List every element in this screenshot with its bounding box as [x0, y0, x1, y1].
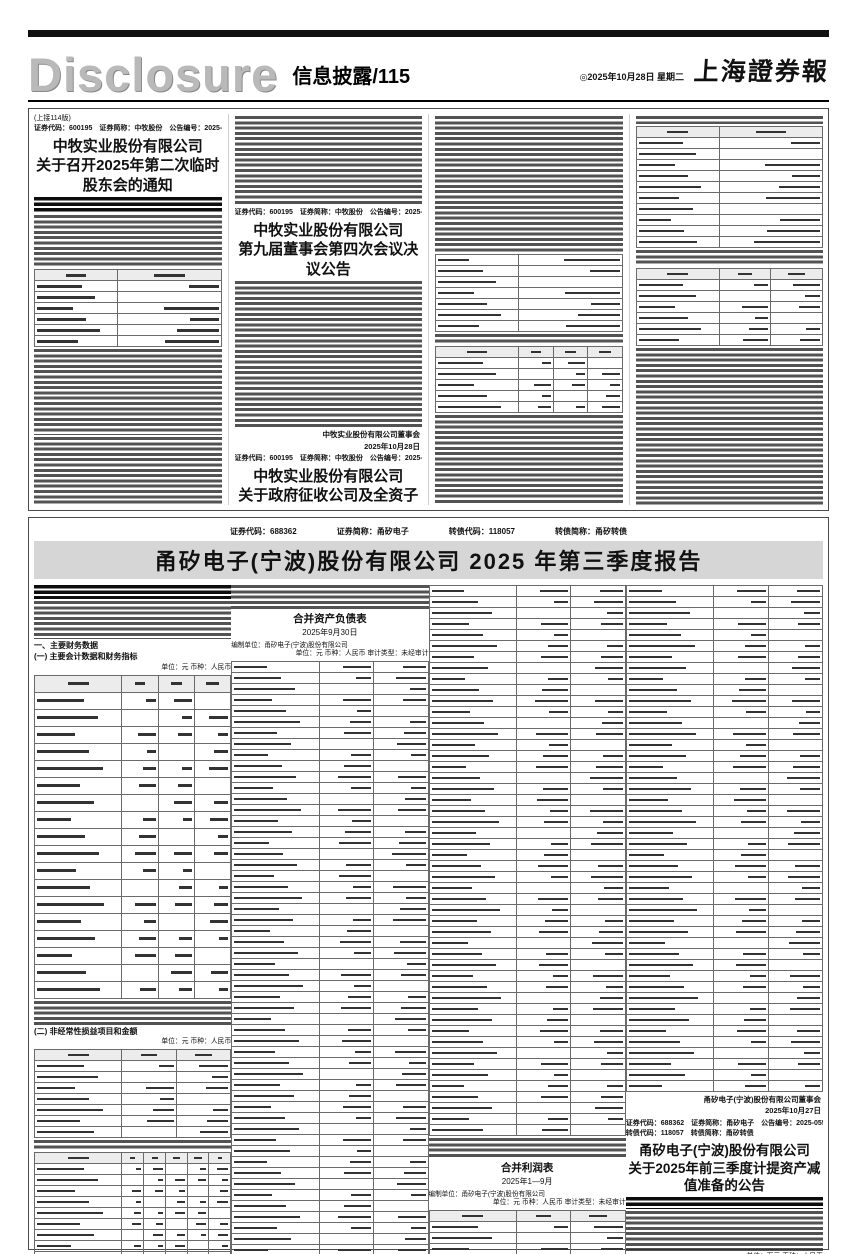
- quarterly-report-box: 证券代码：688362 证券简称：甬矽电子 转债代码：118057 转债简称：甬…: [28, 517, 829, 1254]
- report-column-2: 合并资产负债表 2025年9月30日 编制单位：甬矽电子(宁波)股份有限公司 单…: [231, 583, 429, 1254]
- section-heading: 一、主要财务数据: [34, 641, 98, 650]
- statement-date: 2025年9月30日: [302, 628, 358, 637]
- unit-note: 单位：元 币种：人民币: [161, 1038, 232, 1045]
- unit-note: 单位：元 币种：人民币 审计类型：未经审计: [492, 1199, 626, 1206]
- stock-codes-line: 证券代码：600195 证券简称：中牧股份 公告编号：2025-022: [34, 125, 222, 133]
- stock-codes-line: 证券代码：600195 证券简称：中牧股份 公告编号：2025-023: [234, 209, 423, 216]
- statement-title: 合并利润表: [500, 1162, 554, 1174]
- report-column-4: 甬矽电子(宁波)股份有限公司董事会 2025年10月27日 证券代码：68836…: [625, 583, 823, 1254]
- statement-title: 合并资产负债表: [293, 613, 367, 625]
- section-label: 信息披露/115: [292, 65, 411, 88]
- article-title: 甬矽电子(宁波)股份有限公司: [638, 1143, 810, 1159]
- balance-sheet-table: [231, 660, 429, 1254]
- body-text-block: [34, 349, 222, 436]
- stock-codes-line: 证券代码：600195 证券简称：中牧股份 公告编号：2025-024: [234, 454, 423, 462]
- top-column-3: [428, 114, 623, 505]
- placeholder-table: [34, 1151, 232, 1254]
- unit-note: 单位：元 币种：人民币: [161, 663, 232, 671]
- placeholder-table: [635, 268, 824, 346]
- body-text-block: [34, 1000, 232, 1025]
- bond-name: 转债简称：甬矽转债: [554, 527, 627, 536]
- page-header: Disclosure 信息披露/115 ◎2025年10月28日 星期二 上海證…: [28, 46, 830, 101]
- article-title: 第九届董事会第四次会议决议公告: [238, 241, 419, 278]
- header-left: Disclosure 信息披露/115: [28, 47, 411, 101]
- signature-company: 中牧实业股份有限公司董事会: [322, 430, 421, 440]
- top-announcements-box: (上接114版) 证券代码：600195 证券简称：中牧股份 公告编号：2025…: [28, 108, 829, 511]
- body-text-block: [34, 601, 232, 639]
- disclosure-wordmark: Disclosure: [28, 47, 279, 101]
- body-text-block: [34, 437, 222, 505]
- income-statement-table: [428, 1209, 626, 1254]
- article-title: 中牧实业股份有限公司: [253, 467, 404, 485]
- bond-codes-line: 转债代码：118057 转债简称：甬矽转债: [625, 1130, 754, 1138]
- header-rule: [28, 100, 829, 102]
- placeholder-table: [34, 269, 222, 348]
- signature-date: 2025年10月27日: [765, 1106, 821, 1116]
- security-code: 证券代码：688362: [230, 527, 297, 536]
- article-title: 关于召开2025年第二次临时股东会的通知: [36, 157, 220, 194]
- signature-company: 甬矽电子(宁波)股份有限公司董事会: [703, 1095, 822, 1104]
- security-codes-row: 证券代码：688362 证券简称：甬矽电子 转债代码：118057 转债简称：甬…: [34, 523, 823, 539]
- body-text-block: [435, 334, 623, 344]
- statement-meta: 编制单位：甬矽电子(宁波)股份有限公司: [231, 639, 428, 649]
- body-text-block: [635, 116, 823, 124]
- statement-meta: 编制单位：甬矽电子(宁波)股份有限公司: [429, 1188, 626, 1198]
- statement-maker: 编制单位：甬矽电子(宁波)股份有限公司: [428, 1191, 546, 1198]
- statement-maker: 编制单位：甬矽电子(宁波)股份有限公司: [231, 642, 348, 649]
- body-text-block: [625, 1210, 823, 1251]
- placeholder-table: [434, 346, 623, 413]
- top-column-4: 中牧实业股份有限公司董事会 2025年10月28日: [628, 114, 824, 505]
- body-text-block: [635, 250, 823, 266]
- income-statement-continued-table: [625, 585, 823, 1092]
- unit-note: 单位：万元 币种：人民币: [626, 1253, 823, 1254]
- continued-note: (上接114版): [34, 115, 71, 122]
- bond-code: 转债代码：118057: [448, 527, 515, 536]
- top-column-2: 证券代码：600195 证券简称：中牧股份 公告编号：2025-023 中牧实业…: [227, 114, 423, 505]
- placeholder-table: [34, 1048, 232, 1138]
- body-text-block: [435, 116, 623, 252]
- header-right: ◎2025年10月28日 星期二 上海證券報: [579, 52, 830, 96]
- masthead: 上海證券報: [692, 57, 830, 86]
- body-text-block: [635, 348, 823, 505]
- unit-note: 单位：元 币种：人民币 审计类型：未经审计: [295, 650, 429, 657]
- body-text-block: [435, 415, 623, 505]
- section-heading: (二) 非经常性损益项目和金额: [34, 1026, 138, 1036]
- article-title: 中牧实业股份有限公司: [253, 221, 404, 239]
- article-title: 关于政府征收公司及全资子公司部分闲置资产: [238, 487, 419, 505]
- balance-sheet-continued-table: [428, 585, 626, 1136]
- body-text-block: [234, 116, 422, 206]
- article-title: 中牧实业股份有限公司: [52, 137, 203, 155]
- signature-block: 中牧实业股份有限公司董事会 2025年10月28日: [235, 429, 421, 452]
- body-text-block: [34, 215, 222, 268]
- article-title: 关于2025年前三季度计提资产减值准备的公告: [628, 1160, 821, 1194]
- section-heading: (一) 主要会计数据和财务指标: [34, 652, 138, 662]
- body-text-block: [231, 585, 429, 609]
- body-text-block: [34, 585, 232, 599]
- signature-block: 甬矽电子(宁波)股份有限公司董事会 2025年10月27日: [626, 1094, 822, 1117]
- body-text-block: [428, 1138, 626, 1158]
- report-column-3: 合并利润表 2025年1—9月 编制单位：甬矽电子(宁波)股份有限公司 单位：元…: [428, 583, 626, 1254]
- top-column-1: (上接114版) 证券代码：600195 证券简称：中牧股份 公告编号：2025…: [34, 114, 222, 505]
- report-main-title: 甬矽电子(宁波)股份有限公司 2025 年第三季度报告: [34, 541, 823, 579]
- issue-date: ◎2025年10月28日 星期二: [579, 72, 684, 82]
- body-text-block: [625, 1196, 823, 1209]
- top-black-bar: [28, 30, 829, 37]
- placeholder-table: [635, 126, 823, 248]
- security-name: 证券简称：甬矽电子: [336, 527, 409, 536]
- signature-date: 2025年10月28日: [364, 441, 420, 451]
- key-financials-table: [34, 674, 232, 999]
- body-text-block: [234, 281, 422, 428]
- body-text-block: [34, 197, 222, 214]
- report-column-1: 一、主要财务数据 (一) 主要会计数据和财务指标 单位：元 币种：人民币 (二)…: [34, 583, 232, 1254]
- body-text-block: [34, 1139, 232, 1150]
- statement-date: 2025年1—9月: [501, 1177, 553, 1186]
- placeholder-table: [434, 254, 623, 332]
- stock-codes-line: 证券代码：688362 证券简称：甬矽电子 公告编号：2025-055: [625, 1119, 823, 1127]
